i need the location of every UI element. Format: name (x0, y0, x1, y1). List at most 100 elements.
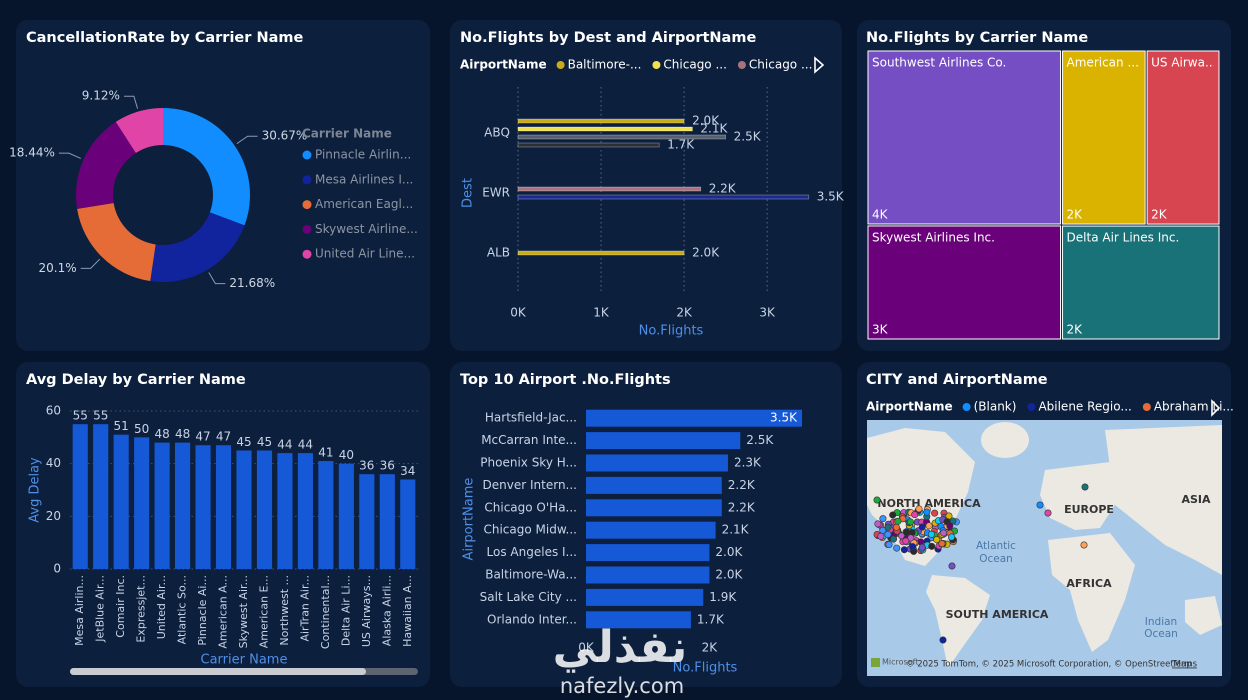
treemap-tile[interactable] (867, 225, 1062, 340)
bar[interactable] (277, 453, 293, 569)
map-point[interactable] (1080, 541, 1088, 549)
map-terms[interactable]: Terms (1171, 660, 1198, 670)
land (981, 422, 1029, 458)
treemap-tile[interactable] (1062, 225, 1220, 340)
bar[interactable] (586, 476, 722, 494)
bar[interactable] (586, 588, 704, 606)
bar[interactable] (379, 474, 395, 569)
map-point[interactable] (873, 496, 881, 504)
treemap-tile[interactable] (867, 50, 1062, 225)
map-point[interactable] (923, 508, 931, 516)
legend-label[interactable]: Abilene Regio... (1038, 400, 1131, 414)
map-point[interactable] (907, 534, 915, 542)
scrollbar-thumb[interactable] (70, 668, 366, 675)
map-point[interactable] (892, 523, 900, 531)
map-point[interactable] (877, 532, 885, 540)
legend-next-arrow[interactable] (1211, 399, 1221, 417)
bar[interactable] (72, 424, 88, 569)
bar[interactable] (175, 442, 191, 569)
bar[interactable] (236, 450, 252, 570)
bar[interactable] (215, 445, 232, 569)
map-point[interactable] (885, 541, 893, 549)
bar[interactable] (517, 134, 727, 140)
map-point[interactable] (933, 536, 941, 544)
map-point[interactable] (902, 537, 910, 545)
map-point[interactable] (946, 522, 954, 530)
data-label: 2.5K (746, 433, 774, 447)
map-point[interactable] (939, 636, 947, 644)
map-point[interactable] (879, 515, 887, 523)
legend-label[interactable]: Chicago ... (663, 58, 727, 72)
legend-label[interactable]: Skywest Airline... (315, 222, 418, 236)
treemap-tile[interactable] (1062, 50, 1146, 225)
bar[interactable] (586, 611, 691, 629)
map-point[interactable] (915, 505, 923, 513)
x-axis-title: No.Flights (673, 661, 738, 676)
map-point[interactable] (893, 544, 901, 552)
legend-label[interactable]: Abraham Li... (1154, 400, 1234, 414)
map-point[interactable] (900, 546, 908, 554)
legend-label[interactable]: Baltimore-... (568, 58, 642, 72)
treemap-tile[interactable] (1146, 50, 1220, 225)
bar[interactable] (195, 445, 211, 569)
chart-title: CITY and AirportName (866, 372, 1048, 388)
bar[interactable] (359, 474, 375, 569)
map-point[interactable] (940, 529, 948, 537)
map-point[interactable] (909, 543, 917, 551)
bar[interactable] (134, 437, 150, 569)
bar[interactable] (256, 450, 273, 570)
map-point[interactable] (918, 543, 926, 551)
x-axis-title: No.Flights (639, 324, 704, 339)
legend-label[interactable]: Mesa Airlines I... (315, 172, 413, 186)
bar[interactable] (517, 142, 660, 148)
legend-next-arrow[interactable] (814, 56, 825, 74)
legend-label[interactable]: American Eagl... (315, 197, 413, 211)
map-point[interactable] (903, 528, 911, 536)
bar[interactable] (517, 250, 685, 256)
map-point[interactable] (1036, 501, 1044, 509)
map-point[interactable] (925, 522, 933, 530)
map-point[interactable] (1081, 483, 1089, 491)
bar[interactable] (586, 499, 722, 517)
legend-label[interactable]: United Air Line... (315, 247, 415, 261)
legend-label[interactable]: Pinnacle Airlin... (315, 148, 411, 162)
bar[interactable] (517, 126, 693, 132)
map-point[interactable] (948, 533, 956, 541)
bar[interactable] (586, 521, 716, 539)
bar[interactable] (93, 424, 109, 569)
bar[interactable] (586, 432, 741, 450)
legend-label[interactable]: Chicago ... (749, 58, 813, 72)
map-point[interactable] (884, 523, 892, 531)
legend-label[interactable]: (Blank) (974, 400, 1017, 414)
bar[interactable] (154, 442, 170, 569)
map-point[interactable] (928, 542, 936, 550)
bar[interactable] (517, 194, 810, 200)
map-point[interactable] (938, 540, 946, 548)
map-point[interactable] (1044, 509, 1052, 517)
bar[interactable] (586, 566, 710, 584)
map-point[interactable] (890, 535, 898, 543)
map-point[interactable] (884, 530, 892, 538)
map-point[interactable] (931, 509, 939, 517)
bar[interactable] (586, 544, 710, 562)
y-tick-label: 40 (46, 456, 61, 470)
bar[interactable] (113, 434, 129, 569)
map-point[interactable] (948, 562, 956, 570)
bar[interactable] (586, 409, 802, 427)
map-point[interactable] (911, 511, 919, 519)
map-point[interactable] (918, 523, 926, 531)
bar[interactable] (297, 453, 313, 569)
bar[interactable] (586, 454, 728, 472)
bar[interactable] (400, 479, 416, 569)
map-point[interactable] (906, 518, 914, 526)
map-point[interactable] (874, 520, 882, 528)
map-label: SOUTH AMERICA (946, 608, 1049, 621)
map-point[interactable] (889, 511, 897, 519)
bar[interactable] (517, 186, 702, 192)
data-label: 40 (339, 448, 354, 462)
bar[interactable] (318, 461, 334, 569)
map-point[interactable] (894, 517, 902, 525)
bar[interactable] (338, 463, 354, 569)
bar[interactable] (517, 118, 685, 124)
map-point[interactable] (927, 530, 935, 538)
